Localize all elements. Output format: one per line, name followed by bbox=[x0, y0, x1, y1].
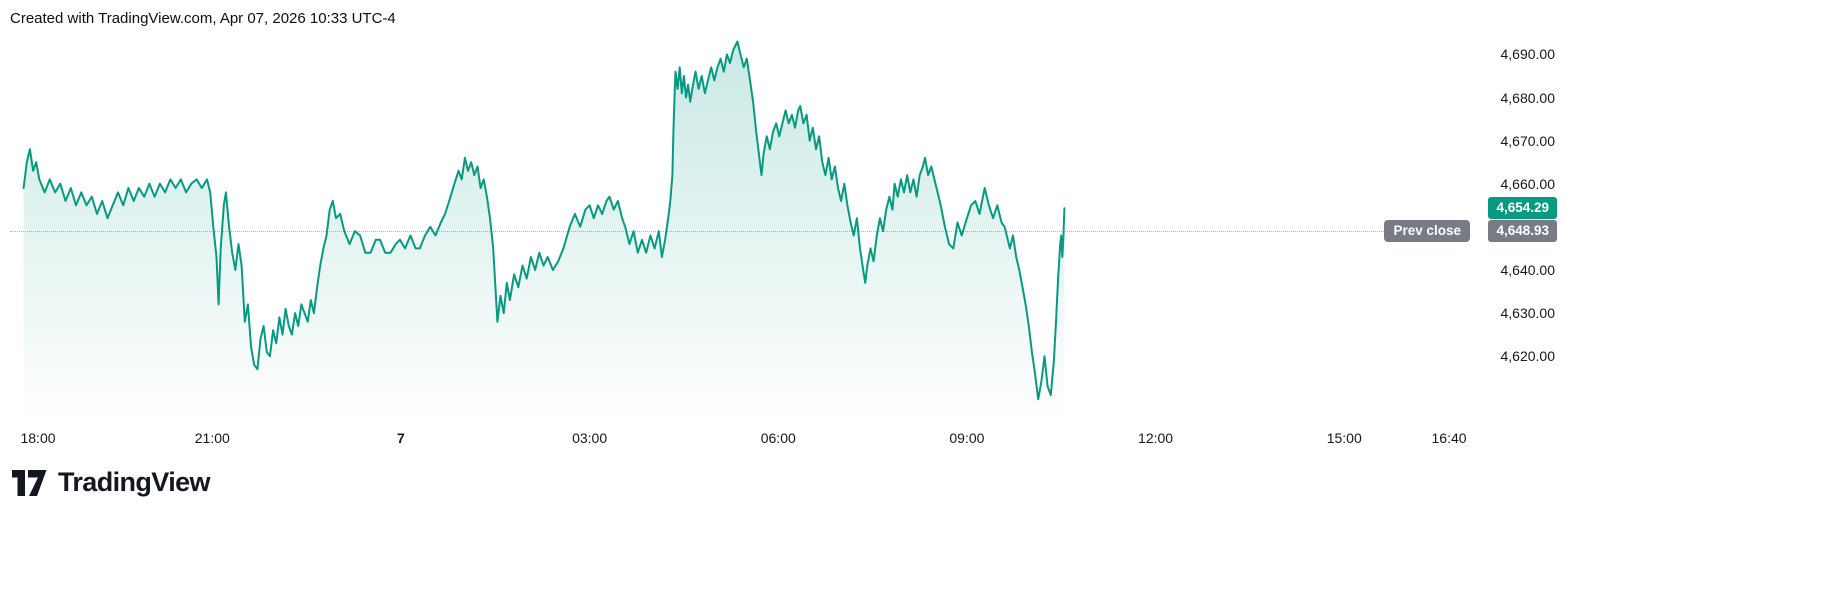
price-tick-label: 4,660.00 bbox=[1500, 175, 1556, 192]
time-tick-label: 06:00 bbox=[760, 430, 796, 446]
time-tick-label: 16:40 bbox=[1431, 430, 1467, 446]
time-tick-label: 15:00 bbox=[1326, 430, 1362, 446]
area-fill bbox=[23, 41, 1065, 423]
time-tick-label: 09:00 bbox=[949, 430, 985, 446]
time-tick-label: 7 bbox=[397, 430, 405, 446]
time-tick-label: 12:00 bbox=[1138, 430, 1174, 446]
price-tick-label: 4,640.00 bbox=[1500, 261, 1556, 278]
prev-close-tag: Prev close bbox=[1384, 220, 1470, 243]
prev-close-value-badge: 4,648.93 bbox=[1488, 220, 1557, 243]
tradingview-logo[interactable]: TradingView bbox=[12, 467, 211, 498]
price-axis[interactable]: 4,654.29 4,648.93 4,690.00 4,680.00 4,670.… bbox=[1470, 35, 1560, 423]
plot-svg bbox=[22, 40, 1066, 423]
price-chart-plot[interactable]: Prev close bbox=[10, 35, 1470, 423]
price-tick-label: 4,630.00 bbox=[1500, 305, 1556, 322]
price-tick-label: 4,670.00 bbox=[1500, 132, 1556, 149]
time-tick-label: 21:00 bbox=[194, 430, 230, 446]
time-tick-label: 03:00 bbox=[572, 430, 608, 446]
current-price-badge: 4,654.29 bbox=[1488, 197, 1557, 220]
tradingview-logo-icon bbox=[12, 469, 47, 496]
price-line bbox=[22, 40, 1066, 401]
time-tick-label: 18:00 bbox=[20, 430, 56, 446]
tradingview-logo-text: TradingView bbox=[58, 467, 211, 497]
price-tick-label: 4,680.00 bbox=[1500, 89, 1556, 106]
price-tick-label: 4,690.00 bbox=[1500, 46, 1556, 63]
footer: TradingView bbox=[12, 467, 211, 498]
chart-region: Prev close 4,654.29 4,648.93 4,690.00 4,6… bbox=[10, 35, 1557, 449]
attribution-link[interactable]: Created with TradingView.com, Apr 07, 20… bbox=[10, 10, 396, 27]
time-axis[interactable]: 18:00 21:00 7 03:00 06:00 09:00 12:00 15:00 16:4… bbox=[10, 423, 1470, 449]
price-tick-label: 4,620.00 bbox=[1500, 348, 1556, 365]
